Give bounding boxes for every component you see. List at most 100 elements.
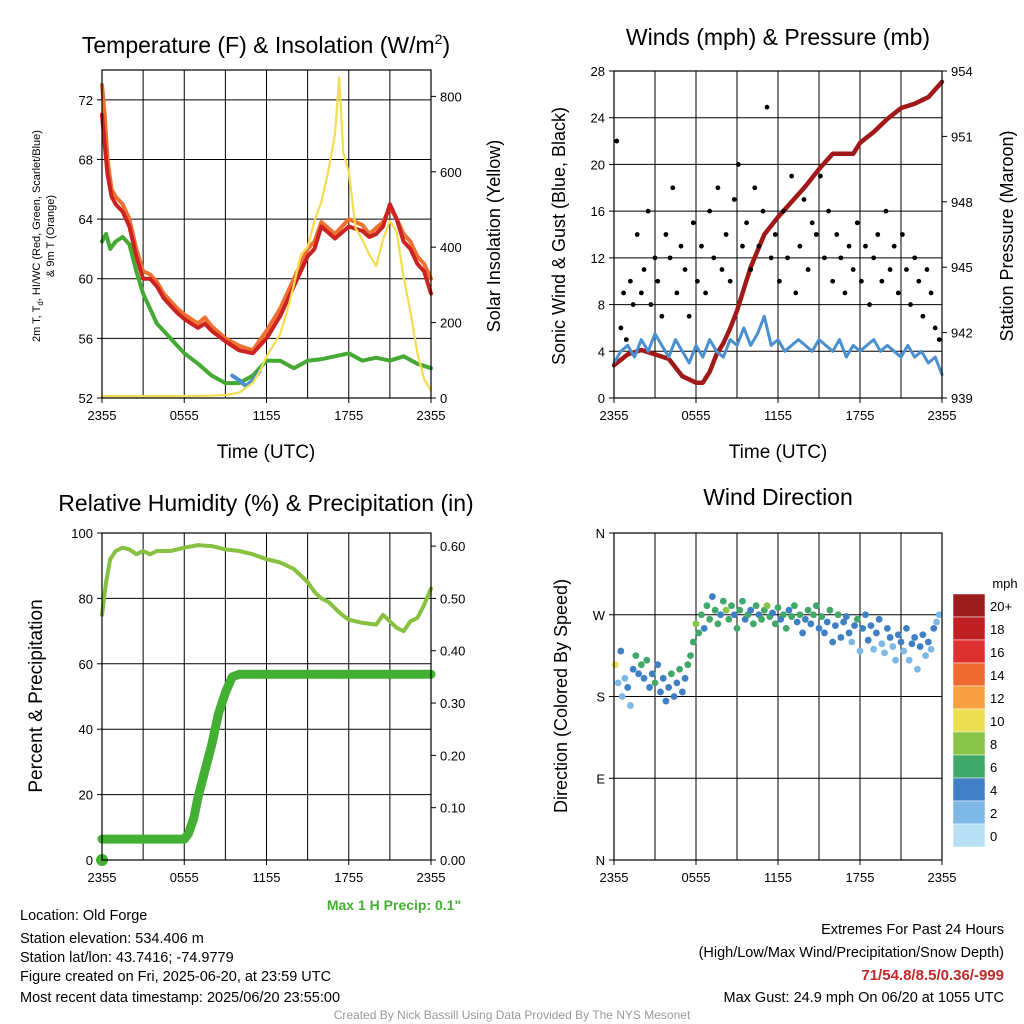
x-tick-label: 2355 — [417, 870, 446, 885]
direction-point — [842, 613, 850, 620]
y2-tick-label: 0.00 — [440, 853, 465, 868]
colorbar-label: 8 — [990, 737, 997, 752]
colorbar-swatch — [952, 593, 986, 618]
y2-tick-label: 0 — [440, 391, 447, 406]
direction-point — [662, 697, 670, 705]
direction-point — [632, 652, 640, 660]
direction-point — [801, 615, 809, 623]
gust-point — [904, 267, 909, 272]
gust-point — [912, 255, 918, 261]
x-tick-label: 1155 — [253, 408, 281, 423]
direction-point — [637, 661, 645, 669]
gust-point — [678, 243, 684, 249]
temp-line — [100, 112, 433, 356]
y2-tick-label: 942 — [951, 326, 973, 341]
y2-tick-label: 939 — [951, 391, 973, 406]
winds-title: Winds (mph) & Pressure (mb) — [626, 24, 930, 50]
gust-point — [781, 208, 786, 214]
gust-point — [655, 278, 661, 284]
direction-point — [659, 674, 667, 682]
direction-point — [670, 693, 678, 700]
solar-y-label: Solar Insolation (Yellow) — [484, 140, 504, 332]
y-tick-label: 64 — [79, 212, 93, 227]
direction-point — [864, 636, 872, 644]
gust-point — [846, 243, 852, 249]
gust-point — [768, 255, 774, 261]
gust-point — [670, 185, 676, 191]
temperature-panel: Temperature (F) & Insolation (W/m2) Time… — [31, 31, 504, 463]
direction-point — [829, 638, 837, 646]
direction-point — [668, 670, 675, 678]
y-tick-label: 80 — [79, 591, 93, 606]
x-tick-label: 0555 — [170, 408, 199, 423]
y2-tick-label: 954 — [951, 64, 973, 79]
wind-direction-panel: Wind Direction Direction (Colored By Spe… — [551, 484, 1018, 885]
direction-point — [706, 615, 714, 623]
gust-point — [908, 302, 913, 307]
direction-point — [750, 620, 757, 628]
direction-point — [703, 602, 711, 610]
extremes-subtitle: (High/Low/Max Wind/Precipitation/Snow De… — [699, 945, 1004, 961]
y-tick-label: 56 — [79, 331, 93, 346]
y-tick-label: 52 — [79, 391, 93, 406]
colorbar-swatch — [952, 777, 986, 802]
station-info: Location: Old Forge Station elevation: 5… — [20, 908, 1004, 1022]
y2-tick-label: 800 — [440, 89, 462, 104]
colorbar-label: 14 — [990, 668, 1004, 683]
direction-point — [678, 688, 686, 696]
gust-point — [628, 278, 633, 284]
y2-tick-label: 0.40 — [440, 644, 465, 659]
gust-point — [813, 232, 819, 237]
direction-point — [782, 624, 790, 632]
gust-point — [727, 278, 733, 284]
pressure-line — [611, 79, 945, 385]
gust-point — [785, 255, 790, 261]
gust-point — [875, 232, 881, 237]
y2-tick-label: 0.60 — [440, 539, 465, 554]
solar-line — [100, 76, 433, 398]
direction-point — [629, 665, 637, 673]
x-tick-label: 1755 — [846, 870, 875, 885]
gust-point — [863, 243, 868, 249]
wind-direction-y-label: Direction (Colored By Speed) — [551, 579, 571, 813]
gust-point — [822, 255, 827, 261]
direction-point — [673, 679, 681, 687]
y2-tick-label: 951 — [951, 129, 973, 144]
direction-point — [617, 647, 625, 655]
x-tick-label: 0555 — [682, 408, 711, 423]
gust-point — [756, 243, 762, 249]
direction-point — [717, 611, 724, 619]
x-tick-label: 0555 — [682, 870, 711, 885]
colorbar-swatch — [952, 639, 986, 664]
x-tick-label: 2355 — [600, 408, 629, 423]
direction-point — [796, 611, 804, 619]
gust-point — [793, 290, 799, 296]
direction-point — [657, 688, 664, 696]
gust-point — [871, 255, 877, 261]
direction-point — [933, 618, 940, 626]
direction-point — [684, 661, 692, 669]
gust-point — [690, 220, 696, 226]
direction-point — [621, 674, 629, 682]
gust-point — [776, 278, 782, 284]
gust-point — [667, 255, 673, 261]
direction-point — [788, 613, 796, 620]
direction-point — [665, 684, 673, 691]
rh-line — [100, 543, 433, 634]
direction-point — [709, 593, 716, 600]
gust-point — [715, 185, 721, 191]
direction-point — [894, 631, 902, 639]
gust-point — [641, 267, 647, 272]
colorbar-label: 10 — [990, 714, 1004, 729]
colorbar: 20+ 18 16 14 12 10 8 6 4 2 0 — [952, 593, 1012, 848]
gust-point — [826, 208, 831, 214]
direction-point — [832, 622, 839, 630]
y-tick-label: 0 — [598, 391, 605, 406]
direction-point — [793, 618, 801, 626]
max-gust-text: Max Gust: 24.9 mph On 06/20 at 1055 UTC — [724, 990, 1004, 1006]
plot-frame — [613, 70, 943, 399]
direction-point — [771, 620, 779, 628]
temperature-y-label-line1: 2m T, Td, HI/WC (Red, Green, Scarlet/Blu… — [31, 130, 45, 342]
gust-point — [663, 232, 669, 237]
direction-point — [862, 611, 869, 619]
